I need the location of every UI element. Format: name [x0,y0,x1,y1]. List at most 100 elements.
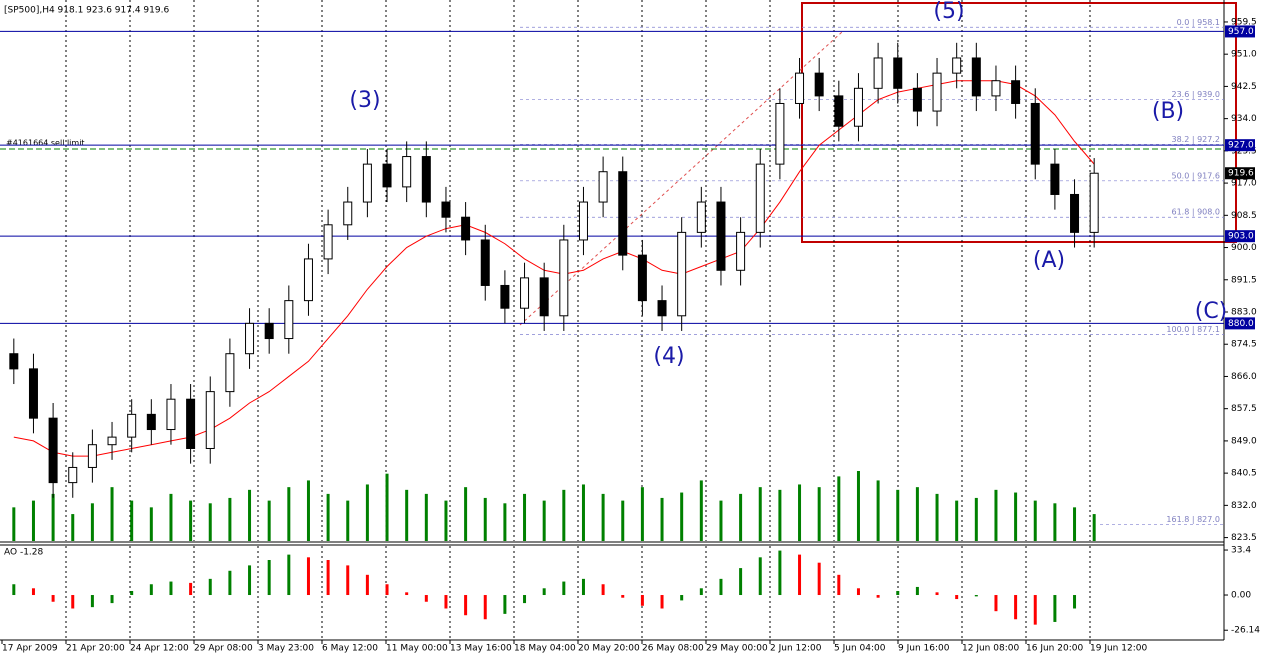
volume-bar [581,484,585,541]
y-tick-label: 900.0 [1231,243,1257,253]
candle-body [657,300,667,317]
volume-bar [876,480,880,541]
y-tick-label: 925.5 [1231,146,1257,156]
volume-bar [778,489,782,541]
candle-body [146,413,156,431]
x-tick-label: 17 Apr 2009 [2,644,58,654]
fib-label: 100.0 | 877.1 [1166,325,1220,334]
volume-bar [719,500,723,541]
x-tick-label: 9 Jun 16:00 [898,644,950,654]
level-label: 903.0 [1228,232,1254,242]
candle-body [952,57,962,74]
wave-label: (A) [1033,248,1065,273]
candle-body [1089,172,1099,233]
highlight-box [801,2,1237,243]
volume-bar [601,493,605,541]
y-tick-label: 917.0 [1231,179,1257,189]
candle-body [421,156,431,203]
candle-body [127,413,137,438]
volume-bar [31,500,35,541]
candle-body [186,398,196,449]
volume-bar [385,473,389,541]
candle-body [520,277,530,309]
candle-body [362,163,372,203]
candle-body [873,57,883,89]
candle-body [68,466,78,484]
wave-label: (4) [653,344,684,369]
candle-body [618,171,628,256]
volume-bar [444,500,448,541]
candle-body [461,216,471,241]
volume-bar [758,487,762,541]
volume-bar [915,487,919,541]
wave-label: (B) [1152,99,1184,124]
chart-title: [SP500],H4 918.1 923.6 917.4 919.6 [4,6,169,16]
level-tag [1225,230,1255,243]
volume-bar [287,487,291,541]
volume-bar [896,489,900,541]
candle-body [1011,80,1021,104]
volume-bar [189,500,193,541]
volume-bar [51,493,55,541]
volume-bar [169,493,173,541]
candle-body [382,163,392,188]
y-tick-label: 951.0 [1231,50,1257,60]
x-tick-label: 12 Jun 08:00 [962,644,1019,654]
volume-bar [267,500,271,541]
level-tag [1225,25,1255,38]
volume-bar [699,480,703,541]
y-tick-label: 866.0 [1231,372,1257,382]
candle-body [441,201,451,218]
level-label: 957.0 [1228,27,1254,37]
y-tick-label: 959.5 [1231,17,1257,27]
volume-bar [562,489,566,541]
y-tick-label: 33.4 [1231,546,1251,556]
volume-bar [306,480,310,541]
volume-bar [365,484,369,541]
candle-body [559,239,569,317]
candle-body [264,322,274,340]
candle-body [323,224,333,260]
candle-body [480,239,490,286]
price-tag [1225,167,1255,180]
y-tick-label: 832.0 [1231,501,1257,511]
candle-body [814,72,824,97]
y-tick-label: 891.5 [1231,275,1257,285]
candle-body [834,95,844,127]
volume-bar [503,503,507,541]
candle-body [637,254,647,302]
volume-bar [71,514,75,541]
volume-bar [994,489,998,541]
candle-body [971,57,981,97]
candle-body [716,201,726,271]
candle-body [9,353,19,370]
volume-bar [739,493,743,541]
candle-body [166,398,176,431]
volume-bar [640,487,644,541]
candle-body [755,163,765,233]
wave-label: (C) [1195,299,1228,324]
y-tick-label: 849.0 [1231,436,1257,446]
candle-body [853,87,863,127]
candle-body [696,201,706,233]
candle-body [343,201,353,226]
volume-bar [149,507,153,541]
candle-body [775,102,785,165]
volume-bar [798,484,802,541]
candle-body [107,436,117,446]
candle-body [225,353,235,393]
y-tick-label: 942.5 [1231,82,1257,92]
volume-bar [464,487,468,541]
x-tick-label: 20 May 20:00 [578,644,640,654]
volume-bar [817,487,821,541]
candle-body [500,284,510,309]
x-tick-label: 29 May 00:00 [706,644,768,654]
x-tick-label: 13 May 16:00 [450,644,512,654]
candle-body [598,171,608,203]
candle-body [1050,163,1060,195]
volume-bar [110,487,114,541]
volume-bar [1014,492,1018,541]
x-tick-label: 18 May 04:00 [514,644,576,654]
volume-bar [90,503,94,541]
